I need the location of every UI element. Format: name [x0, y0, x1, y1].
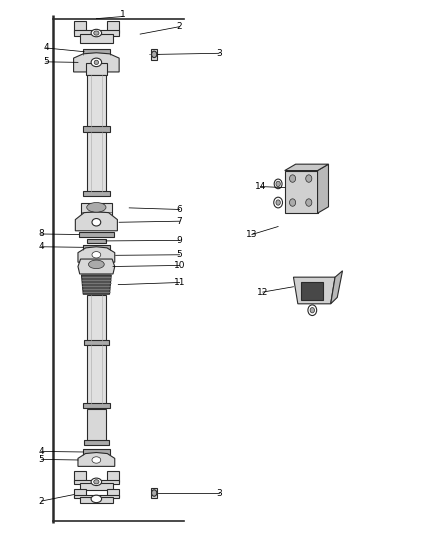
Ellipse shape	[306, 175, 312, 182]
Ellipse shape	[91, 495, 102, 503]
Bar	[285, 171, 318, 213]
Text: 8: 8	[39, 230, 45, 238]
Text: 4: 4	[43, 44, 49, 52]
Bar	[80, 483, 113, 490]
Ellipse shape	[91, 58, 102, 67]
Polygon shape	[331, 271, 343, 304]
Ellipse shape	[92, 252, 101, 258]
Bar	[301, 282, 323, 300]
Ellipse shape	[92, 219, 101, 226]
Bar	[107, 21, 119, 33]
Text: 9: 9	[177, 236, 183, 245]
Ellipse shape	[290, 199, 296, 206]
Text: 2: 2	[177, 22, 182, 31]
Text: 3: 3	[216, 49, 222, 58]
Bar	[83, 245, 110, 250]
Ellipse shape	[94, 60, 99, 64]
Bar	[74, 21, 86, 33]
Polygon shape	[75, 212, 117, 231]
Bar	[151, 49, 157, 60]
Text: 6: 6	[177, 205, 183, 214]
Text: 4: 4	[39, 243, 44, 251]
Text: 5: 5	[177, 251, 183, 259]
Bar	[151, 488, 157, 498]
Ellipse shape	[276, 181, 280, 187]
Ellipse shape	[306, 199, 312, 206]
Ellipse shape	[274, 197, 283, 208]
Bar	[87, 409, 106, 441]
Ellipse shape	[308, 305, 317, 316]
Bar	[84, 440, 109, 445]
Text: 2: 2	[39, 497, 44, 505]
Polygon shape	[78, 259, 115, 274]
Polygon shape	[78, 247, 115, 262]
Ellipse shape	[276, 200, 280, 205]
Bar	[83, 49, 110, 55]
Text: 7: 7	[177, 217, 183, 225]
Bar	[80, 34, 113, 43]
Bar	[107, 489, 119, 497]
Ellipse shape	[310, 308, 314, 313]
Text: 3: 3	[216, 489, 222, 497]
Ellipse shape	[92, 457, 101, 463]
Bar	[74, 480, 119, 484]
Text: 10: 10	[174, 261, 185, 270]
Polygon shape	[293, 277, 335, 304]
Ellipse shape	[94, 480, 99, 484]
Polygon shape	[74, 53, 119, 72]
Bar	[83, 126, 110, 132]
Ellipse shape	[88, 260, 104, 269]
Ellipse shape	[91, 478, 102, 486]
Text: 4: 4	[39, 447, 44, 456]
Bar	[83, 403, 110, 408]
Bar	[87, 75, 106, 128]
Text: 14: 14	[255, 182, 266, 191]
Bar	[81, 203, 112, 217]
Bar	[86, 63, 107, 75]
Text: 5: 5	[43, 58, 49, 66]
Text: 5: 5	[39, 455, 45, 464]
Ellipse shape	[152, 51, 157, 58]
Text: 11: 11	[174, 278, 185, 287]
Ellipse shape	[152, 490, 157, 496]
Ellipse shape	[290, 175, 296, 182]
Bar	[84, 340, 109, 345]
Bar	[74, 495, 119, 498]
Text: 1: 1	[120, 11, 126, 19]
Polygon shape	[318, 164, 328, 213]
Bar	[87, 345, 106, 404]
Bar	[87, 295, 106, 341]
Ellipse shape	[87, 203, 106, 212]
Bar	[79, 232, 114, 237]
Polygon shape	[285, 164, 328, 171]
Bar	[80, 497, 113, 503]
Bar	[74, 489, 86, 497]
Bar	[83, 191, 110, 196]
Bar	[87, 132, 106, 192]
Bar	[74, 30, 119, 36]
Ellipse shape	[94, 31, 99, 35]
Ellipse shape	[91, 29, 102, 37]
Bar	[87, 239, 106, 243]
Text: 12: 12	[257, 288, 268, 296]
Bar	[107, 471, 119, 482]
Bar	[83, 449, 110, 455]
Text: 13: 13	[246, 230, 258, 239]
Ellipse shape	[274, 179, 282, 189]
Polygon shape	[81, 275, 111, 294]
Polygon shape	[78, 453, 115, 466]
Bar	[74, 471, 86, 482]
